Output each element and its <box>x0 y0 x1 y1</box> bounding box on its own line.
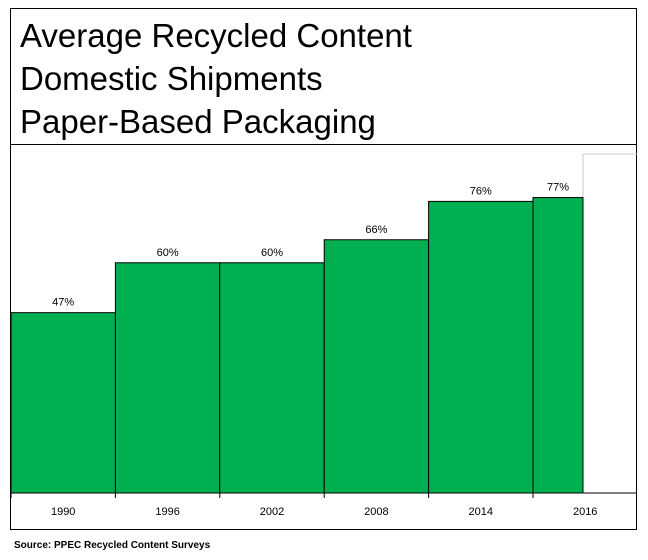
x-tick-label: 2008 <box>364 506 388 518</box>
data-label: 76% <box>470 185 492 197</box>
bar-2016 <box>532 197 584 494</box>
bar-2002 <box>219 262 325 494</box>
chart-title-line-3: Paper-Based Packaging <box>20 103 376 140</box>
bar-chart: 47% 1990 60% 1996 60% 2002 66% 2008 76% 2014 77% 20… <box>10 153 637 518</box>
bar-1996 <box>114 262 221 494</box>
data-label: 66% <box>365 224 387 236</box>
source-note: Source: PPEC Recycled Content Surveys <box>14 540 211 551</box>
x-tick-label: 1990 <box>51 506 75 518</box>
x-tick-label: 2014 <box>469 506 493 518</box>
x-tick-label: 2002 <box>260 506 284 518</box>
data-label: 60% <box>157 247 179 259</box>
data-label: 60% <box>261 247 283 259</box>
data-label: 77% <box>547 182 569 194</box>
bar-1990 <box>10 312 116 494</box>
bar-2008 <box>323 239 430 494</box>
chart-frame: Average Recycled Content Domestic Shipme… <box>10 8 637 530</box>
x-tick-label: 1996 <box>155 506 179 518</box>
data-label: 47% <box>52 297 74 309</box>
chart-title-line-1: Average Recycled Content <box>20 17 412 54</box>
x-tick-label: 2016 <box>573 506 597 518</box>
chart-title-line-2: Domestic Shipments <box>20 60 323 97</box>
bar-2014 <box>428 200 534 494</box>
title-box: Average Recycled Content Domestic Shipme… <box>11 9 636 145</box>
